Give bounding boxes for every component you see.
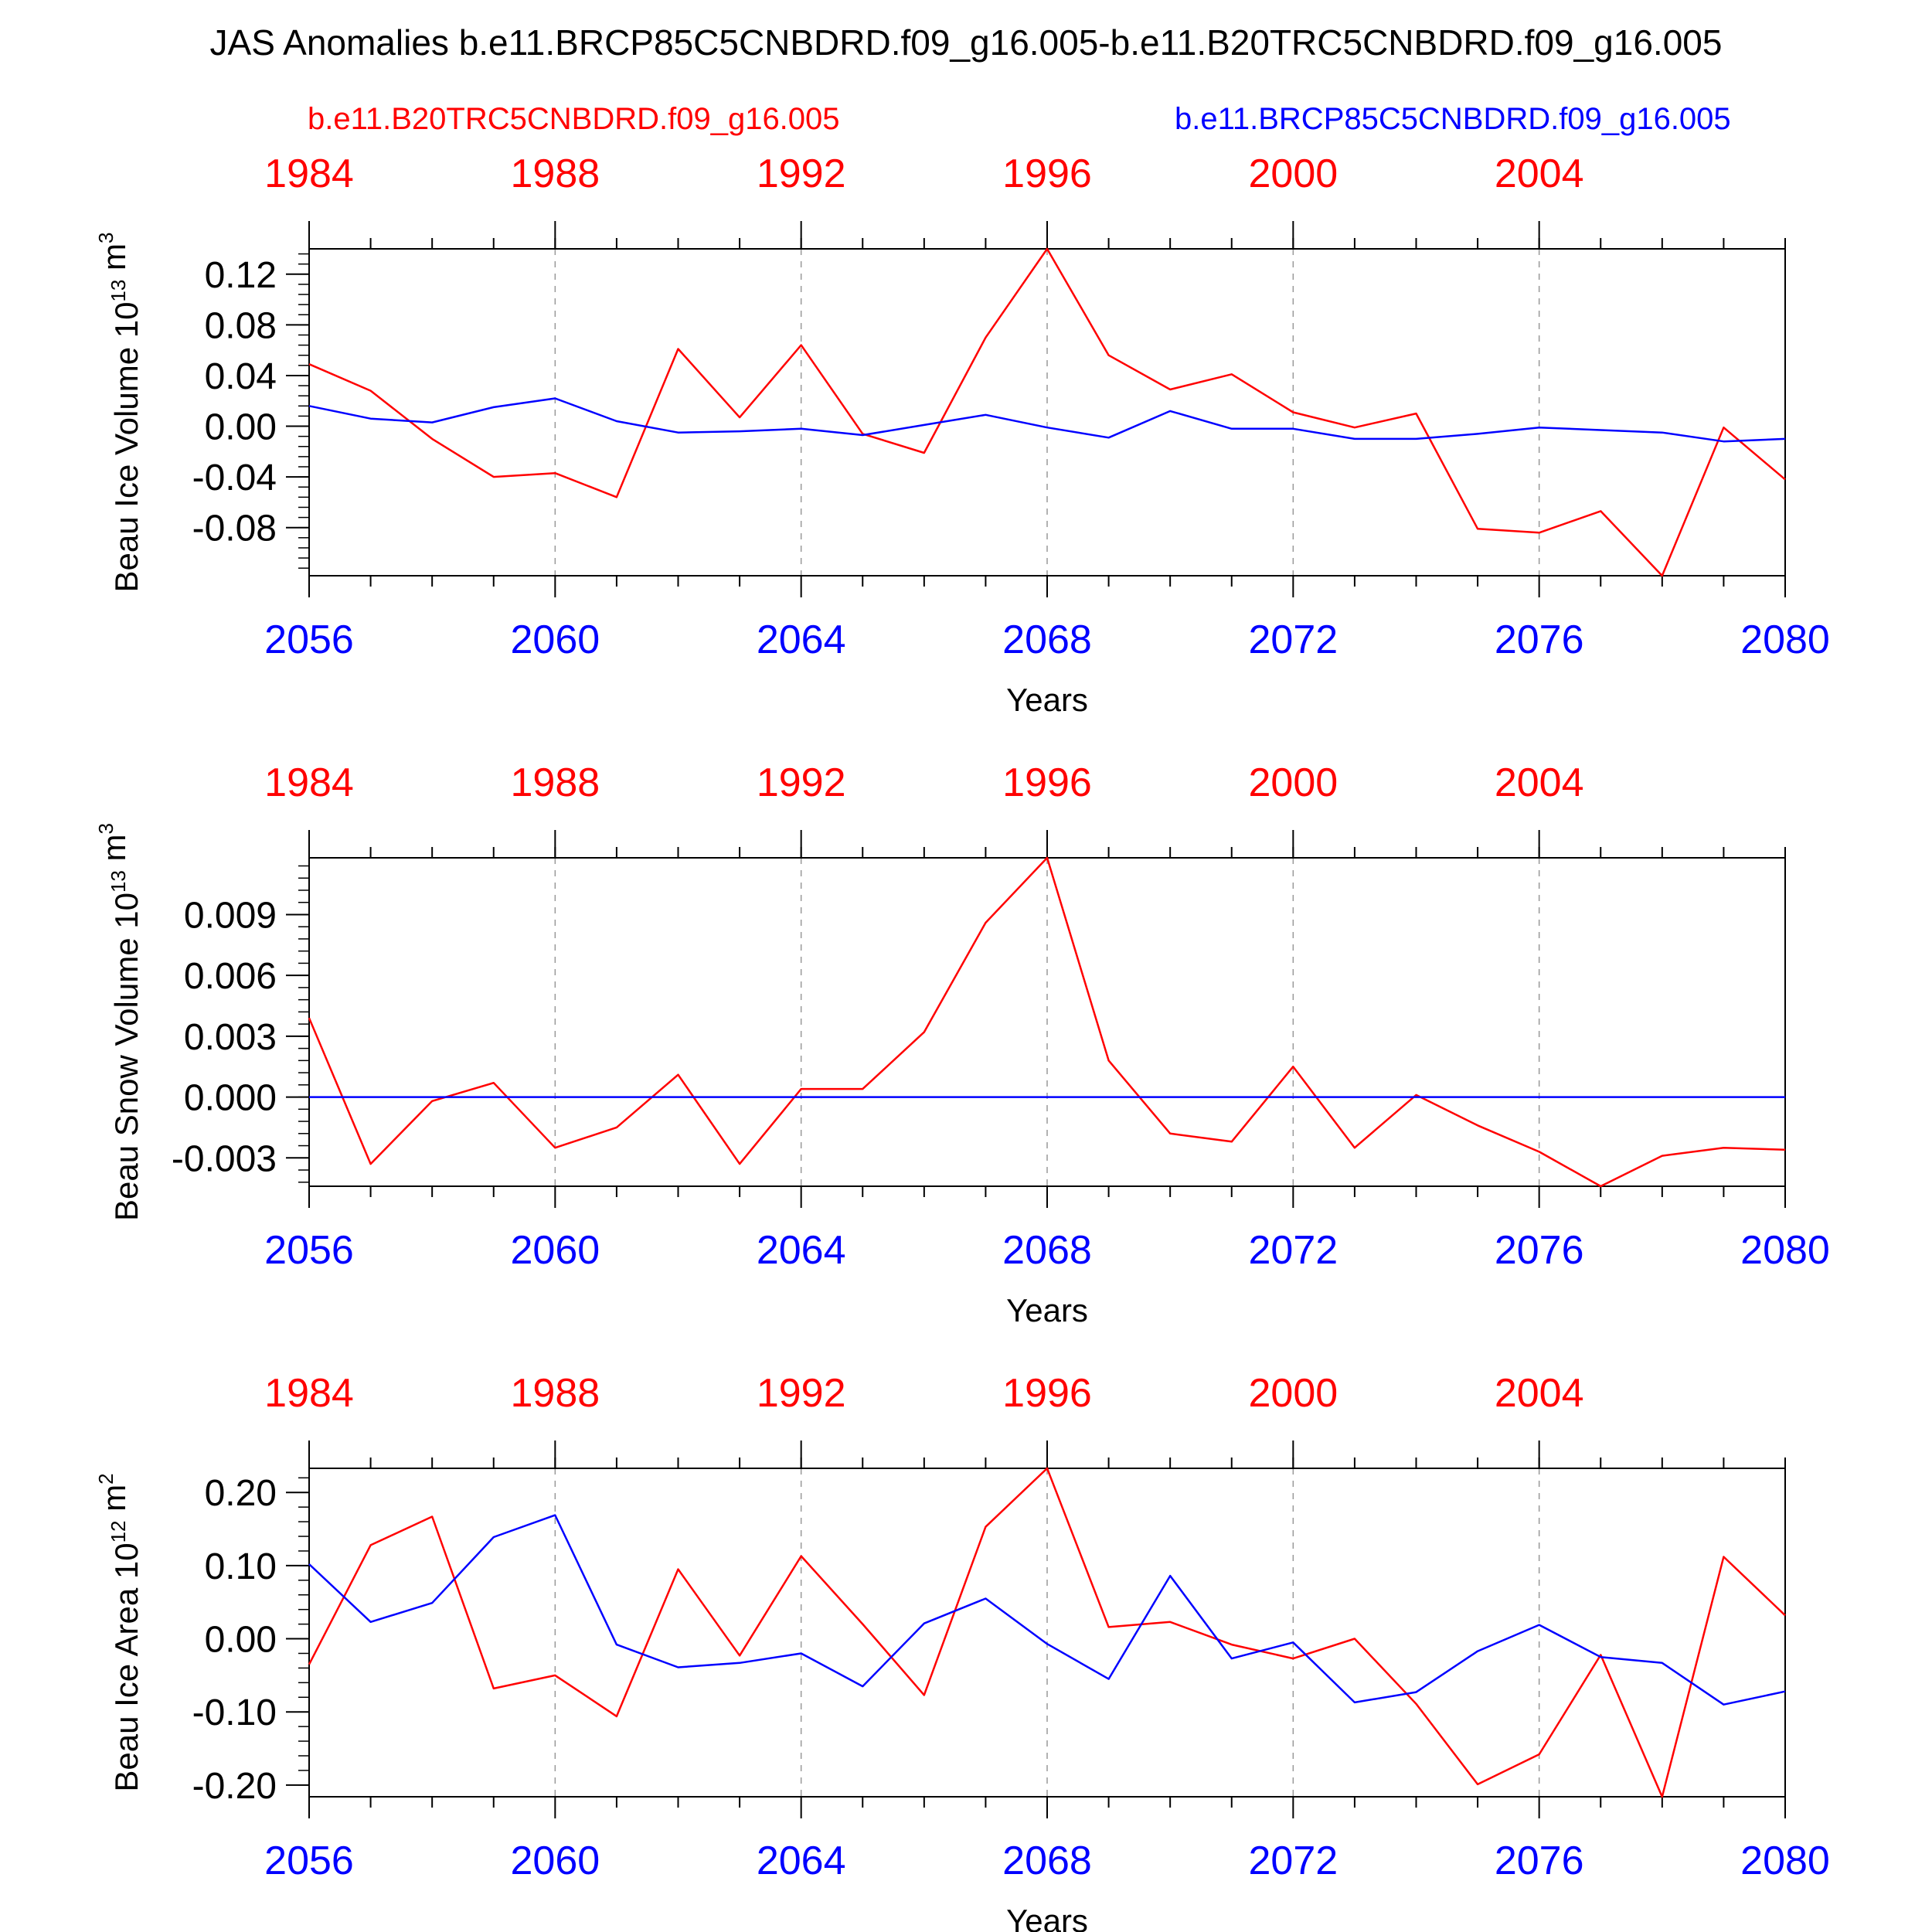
top-x-tick-label: 1984 bbox=[264, 151, 354, 196]
chart-panel-2: 2056 2060 2064 2068 2072 2076 2080 1984 1988 1992… bbox=[94, 760, 1830, 1328]
y-tick-label: 0.10 bbox=[205, 1546, 277, 1587]
top-x-tick-label: 2004 bbox=[1495, 1371, 1584, 1416]
y-axis-label-part: 13 bbox=[107, 280, 130, 302]
series-line-historical bbox=[308, 1467, 1786, 1798]
y-tick-label: -0.04 bbox=[192, 457, 277, 498]
top-x-tick-label: 2000 bbox=[1248, 1371, 1338, 1416]
y-axis-label-part: 3 bbox=[94, 823, 117, 834]
top-x-tick-label: 1996 bbox=[1002, 760, 1092, 805]
x-tick-label: 2076 bbox=[1495, 1838, 1584, 1883]
top-x-tick-label: 1992 bbox=[757, 760, 846, 805]
y-tick-label: 0.000 bbox=[184, 1078, 277, 1119]
series-line-rcp85 bbox=[308, 1514, 1786, 1706]
x-tick-label: 2060 bbox=[510, 1228, 600, 1273]
top-x-tick-label: 1988 bbox=[510, 1371, 600, 1416]
top-x-tick-label: 2004 bbox=[1495, 151, 1584, 196]
y-tick-label: 0.20 bbox=[205, 1473, 277, 1514]
y-axis-label-part: 3 bbox=[94, 233, 117, 243]
top-x-tick-label: 1988 bbox=[510, 151, 600, 196]
y-tick-label: 0.12 bbox=[205, 255, 277, 296]
series-line-rcp85 bbox=[308, 397, 1786, 443]
y-tick-label: 0.003 bbox=[184, 1017, 277, 1058]
top-x-tick-label: 1988 bbox=[510, 760, 600, 805]
x-tick-label: 2060 bbox=[510, 617, 600, 662]
y-tick-label: 0.009 bbox=[184, 895, 277, 936]
y-tick-label: -0.10 bbox=[192, 1692, 277, 1733]
x-tick-label: 2080 bbox=[1740, 617, 1830, 662]
y-tick-label: 0.006 bbox=[184, 956, 277, 997]
legend-rcp85-run: b.e11.BRCP85C5CNBDRD.f09_g16.005 bbox=[1175, 102, 1731, 136]
x-tick-label: 2076 bbox=[1495, 617, 1584, 662]
x-tick-label: 2064 bbox=[757, 1228, 846, 1273]
y-axis-label: Beau Snow Volume 1013 m3 bbox=[94, 823, 145, 1221]
y-tick-label: 0.00 bbox=[205, 1620, 277, 1661]
x-tick-label: 2072 bbox=[1248, 617, 1338, 662]
x-tick-label: 2080 bbox=[1740, 1228, 1830, 1273]
legend-historical-run: b.e11.B20TRC5CNBDRD.f09_g16.005 bbox=[308, 102, 840, 136]
chart-panel-3: 2056 2060 2064 2068 2072 2076 2080 1984 1988 1992… bbox=[94, 1371, 1830, 1932]
x-axis-label: Years bbox=[1006, 1292, 1088, 1328]
y-tick-label: 0.08 bbox=[205, 305, 277, 346]
y-axis-label-part: 12 bbox=[107, 1520, 130, 1543]
series-line-historical bbox=[308, 247, 1786, 577]
x-tick-label: 2064 bbox=[757, 1838, 846, 1883]
y-tick-label: -0.08 bbox=[192, 509, 277, 549]
top-x-tick-label: 2004 bbox=[1495, 760, 1584, 805]
y-tick-label: 0.04 bbox=[205, 356, 277, 397]
x-tick-label: 2076 bbox=[1495, 1228, 1584, 1273]
x-tick-label: 2080 bbox=[1740, 1838, 1830, 1883]
y-axis-label: Beau Ice Volume 1013 m3 bbox=[94, 233, 145, 593]
x-axis-label: Years bbox=[1006, 682, 1088, 718]
x-tick-label: 2072 bbox=[1248, 1228, 1338, 1273]
x-tick-label: 2056 bbox=[264, 1838, 354, 1883]
y-axis-label-part: m bbox=[96, 243, 132, 280]
top-x-tick-label: 2000 bbox=[1248, 760, 1338, 805]
top-x-tick-label: 1996 bbox=[1002, 1371, 1092, 1416]
x-tick-label: 2068 bbox=[1002, 1228, 1092, 1273]
x-tick-label: 2064 bbox=[757, 617, 846, 662]
y-tick-label: 0.00 bbox=[205, 407, 277, 448]
y-axis-label-part: Beau Snow Volume 10 bbox=[108, 893, 145, 1221]
y-axis-label-part: m bbox=[96, 834, 132, 870]
top-x-tick-label: 1996 bbox=[1002, 151, 1092, 196]
top-x-tick-label: 1984 bbox=[264, 760, 354, 805]
x-tick-label: 2068 bbox=[1002, 617, 1092, 662]
y-tick-label: -0.003 bbox=[172, 1138, 277, 1179]
x-tick-label: 2072 bbox=[1248, 1838, 1338, 1883]
series-line-historical bbox=[308, 856, 1786, 1188]
y-axis-label-part: m bbox=[96, 1485, 132, 1521]
top-x-tick-label: 2000 bbox=[1248, 151, 1338, 196]
y-axis-label-part: 13 bbox=[107, 870, 130, 893]
y-tick-label: -0.20 bbox=[192, 1766, 277, 1807]
figure-title: JAS Anomalies b.e11.BRCP85C5CNBDRD.f09_g… bbox=[209, 22, 1723, 63]
y-axis-label: Beau Ice Area 1012 m2 bbox=[94, 1473, 145, 1791]
x-tick-label: 2056 bbox=[264, 617, 354, 662]
chart-panel-1: 2056 2060 2064 2068 2072 2076 2080 1984 1988 1992… bbox=[94, 151, 1830, 718]
y-axis-label-part: Beau Ice Volume 10 bbox=[108, 302, 145, 593]
top-x-tick-label: 1992 bbox=[757, 1371, 846, 1416]
y-axis-label-part: 2 bbox=[94, 1473, 117, 1484]
x-tick-label: 2056 bbox=[264, 1228, 354, 1273]
x-axis-label: Years bbox=[1006, 1903, 1088, 1932]
top-x-tick-label: 1992 bbox=[757, 151, 846, 196]
y-axis-label-part: Beau Ice Area 10 bbox=[108, 1543, 145, 1791]
top-x-tick-label: 1984 bbox=[264, 1371, 354, 1416]
x-tick-label: 2068 bbox=[1002, 1838, 1092, 1883]
x-tick-label: 2060 bbox=[510, 1838, 600, 1883]
